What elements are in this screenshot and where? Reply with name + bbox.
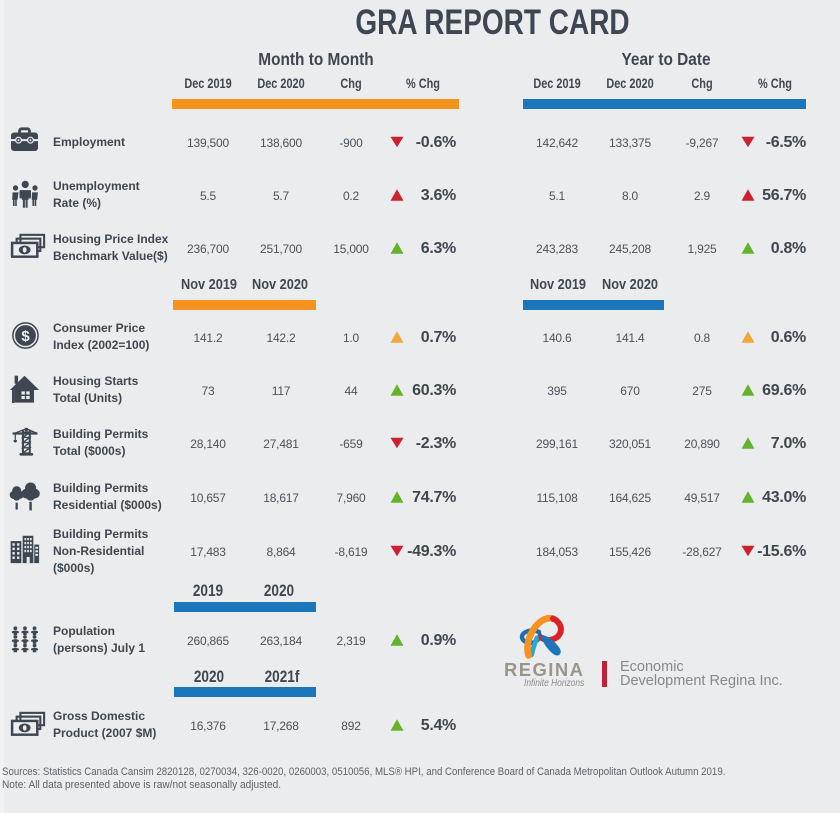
svg-text:$: $ [21, 327, 30, 344]
